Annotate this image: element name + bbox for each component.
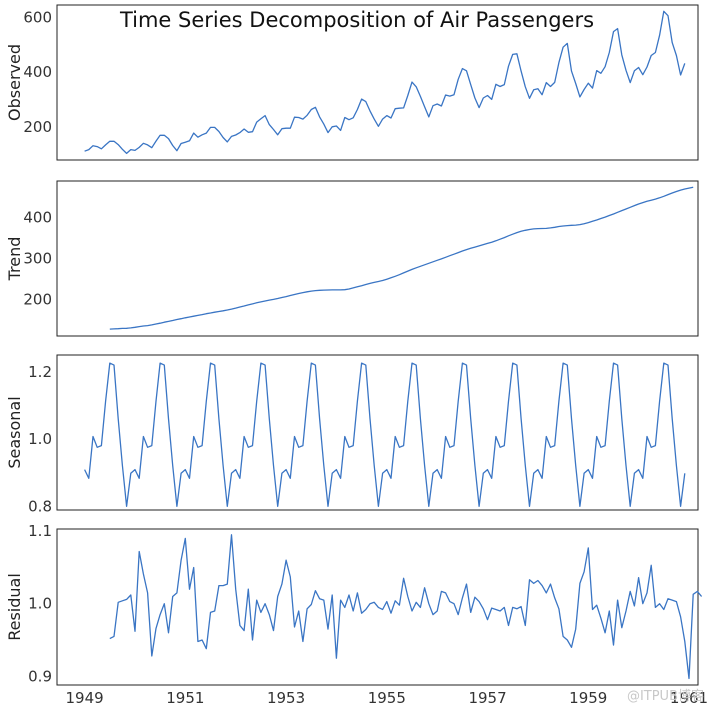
plot-frame xyxy=(56,354,699,511)
y-tick-label: 600 xyxy=(23,8,52,26)
y-tick-label: 200 xyxy=(23,118,52,136)
x-tick-label: 1951 xyxy=(166,689,204,707)
chart-title: Time Series Decomposition of Air Passeng… xyxy=(119,8,594,32)
y-tick-label: 1.1 xyxy=(28,522,52,540)
y-axis-label: Trend xyxy=(5,237,24,282)
y-axis-label: Residual xyxy=(5,573,24,641)
y-tick-label: 1.0 xyxy=(28,595,52,613)
x-tick-label: 1955 xyxy=(368,689,406,707)
x-tick-label: 1949 xyxy=(66,689,104,707)
series-line-observed xyxy=(84,10,686,155)
series-line-residual xyxy=(109,534,703,680)
y-axis-label: Seasonal xyxy=(5,396,24,468)
y-tick-label: 200 xyxy=(23,290,52,308)
x-tick-label: 1959 xyxy=(569,689,607,707)
y-axis-label: Observed xyxy=(5,44,24,121)
y-tick-label: 1.2 xyxy=(28,363,52,381)
y-tick-label: 300 xyxy=(23,250,52,268)
y-tick-label: 0.9 xyxy=(28,667,52,685)
x-tick-label: 1961 xyxy=(670,689,708,707)
y-tick-label: 400 xyxy=(23,63,52,81)
y-tick-label: 0.8 xyxy=(28,498,52,516)
plot-frame xyxy=(56,180,699,337)
plot-frame xyxy=(56,4,699,161)
x-tick-label: 1957 xyxy=(468,689,506,707)
panel-observed: 200 400 600 Observed xyxy=(5,4,699,161)
panel-residual: 0.9 1.0 1.1 Residual xyxy=(5,522,703,686)
y-tick-label: 1.0 xyxy=(28,430,52,448)
panel-trend: 200 300 400 Trend xyxy=(5,180,699,337)
y-tick-label: 400 xyxy=(23,209,52,227)
series-line-trend xyxy=(109,186,694,330)
x-tick-label: 1953 xyxy=(267,689,305,707)
plot-frame xyxy=(56,528,699,686)
series-line-seasonal xyxy=(84,362,686,507)
watermark: @ITPUB博客 xyxy=(626,689,704,704)
